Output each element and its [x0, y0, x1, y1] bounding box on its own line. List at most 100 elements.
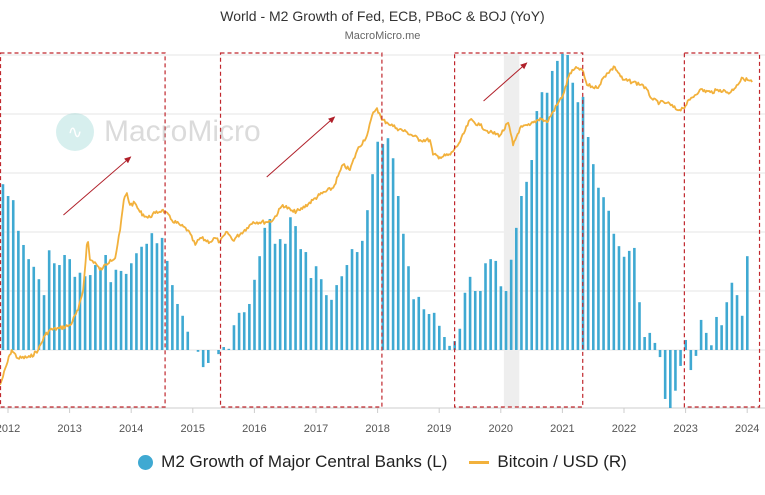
m2-bar	[268, 219, 272, 350]
m2-bar	[207, 350, 210, 363]
m2-bar	[130, 263, 133, 350]
m2-bar	[155, 243, 159, 350]
m2-bar	[32, 266, 36, 350]
m2-bar	[27, 259, 30, 350]
x-tick-label: 2017	[304, 423, 328, 435]
m2-bar	[663, 350, 667, 399]
m2-bar	[299, 249, 302, 350]
m2-bar	[83, 276, 87, 350]
legend-label-m2: M2 Growth of Major Central Banks (L)	[161, 452, 448, 471]
m2-bar	[576, 102, 580, 350]
m2-bar	[314, 266, 318, 350]
m2-bar	[253, 279, 256, 350]
m2-bar	[710, 345, 713, 350]
highlight-box	[454, 52, 584, 408]
m2-bar	[119, 270, 123, 350]
m2-bar	[407, 266, 410, 350]
m2-bar	[586, 137, 590, 350]
m2-bar	[396, 196, 400, 350]
m2-bar	[627, 250, 631, 350]
m2-bar	[73, 276, 77, 350]
macromicro-logo-icon: ∿	[56, 113, 94, 151]
m2-bar	[145, 243, 148, 350]
m2-bar	[222, 347, 225, 350]
x-tick-label: 2018	[365, 423, 389, 435]
m2-bar	[571, 82, 575, 350]
m2-bar	[561, 53, 564, 350]
m2-bar	[402, 233, 405, 350]
m2-bar	[17, 230, 20, 350]
m2-bar	[473, 291, 477, 350]
m2-bar	[740, 315, 744, 350]
m2-bar	[68, 259, 71, 350]
m2-bar	[689, 350, 693, 371]
m2-bar	[417, 296, 421, 350]
x-tick-label: 2023	[673, 423, 697, 435]
m2-bar	[746, 256, 749, 350]
m2-bar	[366, 210, 369, 350]
m2-bar	[63, 255, 66, 350]
x-tick-label: 2013	[57, 423, 81, 435]
highlight-box	[0, 52, 166, 408]
legend-item-bitcoin[interactable]: Bitcoin / USD (R)	[469, 452, 627, 472]
x-axis: 2012 2013 2014 2015 2016 2017 2018 2019 2020 2021…	[0, 408, 759, 435]
m2-bar	[669, 350, 672, 408]
highlight-boxes	[0, 52, 761, 408]
m2-bar	[381, 144, 385, 350]
m2-bar	[78, 272, 82, 350]
x-tick-label: 2015	[181, 423, 205, 435]
trend-arrows	[63, 62, 528, 216]
m2-bar	[545, 92, 549, 350]
m2-bar	[355, 252, 359, 350]
m2-bar	[515, 227, 518, 350]
m2-bar	[735, 295, 739, 350]
m2-bar	[633, 247, 636, 350]
m2-bar	[376, 141, 379, 350]
m2-bar	[622, 256, 626, 350]
m2-bar	[412, 299, 415, 350]
m2-bar	[540, 92, 544, 351]
bitcoin-line-group	[0, 65, 753, 386]
m2-bar	[504, 291, 508, 350]
m2-bar	[694, 350, 698, 356]
m2-bar	[309, 278, 313, 350]
m2-bar	[345, 265, 349, 350]
m2-bar	[427, 314, 431, 350]
m2-bar	[196, 350, 200, 352]
highlight-box	[219, 52, 383, 408]
m2-bar	[258, 256, 261, 350]
m2-bar	[704, 332, 708, 350]
m2-bar	[556, 60, 559, 351]
m2-bar	[289, 217, 292, 350]
m2-bar	[386, 138, 390, 350]
m2-bar	[217, 350, 220, 355]
m2-bar	[176, 303, 179, 350]
m2-bar	[201, 350, 205, 368]
m2-bar	[499, 286, 503, 350]
m2-bar	[653, 342, 657, 350]
m2-bar	[530, 160, 533, 350]
m2-bar	[509, 259, 513, 350]
x-tick-label: 2020	[489, 423, 513, 435]
x-tick-label: 2022	[612, 423, 636, 435]
m2-bar	[11, 200, 15, 350]
m2-bar	[602, 197, 605, 350]
m2-bar	[535, 111, 539, 350]
m2-bar	[304, 252, 308, 350]
m2-bar	[725, 302, 729, 350]
m2-bar	[335, 285, 338, 350]
m2-bar	[150, 233, 154, 350]
legend-item-m2[interactable]: M2 Growth of Major Central Banks (L)	[138, 452, 447, 472]
trend-arrow-icon	[63, 156, 132, 216]
m2-bar	[94, 265, 97, 350]
m2-bar	[99, 269, 102, 350]
m2-bar	[679, 350, 682, 366]
m2-bar	[53, 263, 56, 350]
m2-bar	[227, 348, 231, 350]
m2-bar	[468, 276, 472, 350]
highlight-box	[683, 52, 761, 408]
m2-bar	[520, 196, 523, 350]
m2-bar	[319, 279, 323, 350]
m2-bar	[135, 253, 138, 350]
